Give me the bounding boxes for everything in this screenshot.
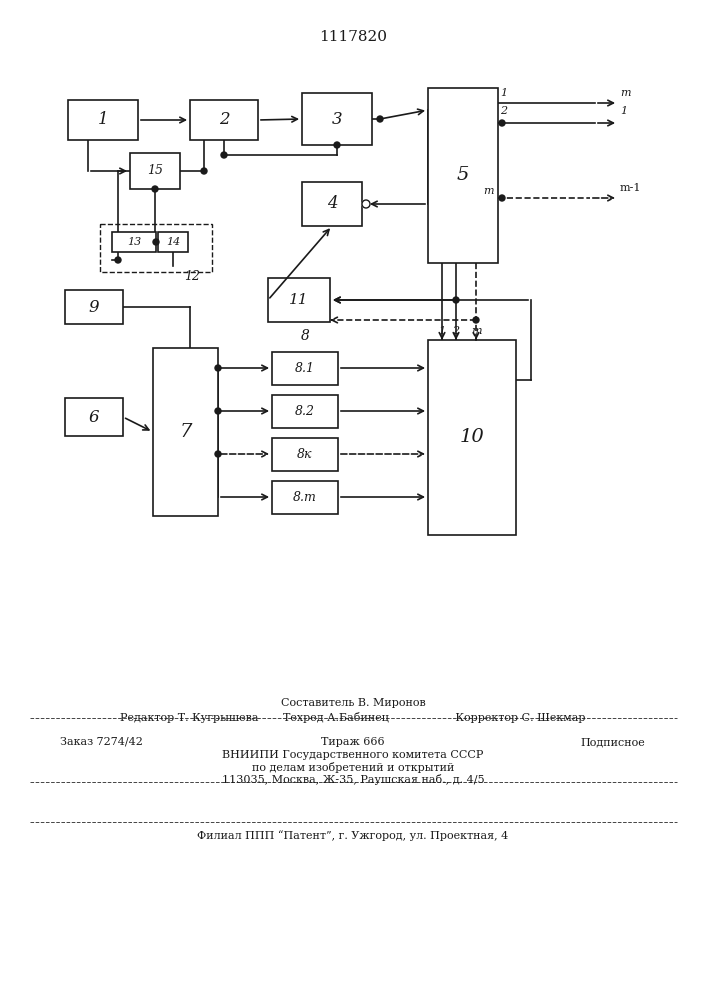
Bar: [272, 352, 338, 385]
Bar: [158, 232, 188, 252]
Text: 14: 14: [166, 237, 180, 247]
Text: 113035, Москва, Ж-35, Раушская наб., д. 4/5: 113035, Москва, Ж-35, Раушская наб., д. …: [222, 774, 484, 785]
Bar: [153, 348, 218, 516]
Text: m: m: [471, 326, 481, 336]
Text: по делам изобретений и открытий: по делам изобретений и открытий: [252, 762, 454, 773]
Circle shape: [201, 168, 207, 174]
Bar: [272, 395, 338, 428]
Text: 10: 10: [460, 428, 484, 446]
Bar: [112, 232, 156, 252]
Text: m: m: [620, 88, 631, 98]
Circle shape: [499, 195, 505, 201]
Text: 7: 7: [180, 423, 192, 441]
Bar: [302, 182, 362, 226]
Circle shape: [473, 317, 479, 323]
Text: 12: 12: [184, 270, 200, 283]
Circle shape: [453, 297, 459, 303]
Text: 5: 5: [457, 166, 469, 184]
Text: Подписное: Подписное: [580, 737, 645, 747]
Text: 15: 15: [147, 164, 163, 178]
Bar: [268, 278, 330, 322]
Bar: [302, 93, 372, 145]
Text: 8.m: 8.m: [293, 491, 317, 504]
Circle shape: [221, 152, 227, 158]
Text: 2: 2: [452, 326, 460, 336]
Text: 13: 13: [127, 237, 141, 247]
Text: 1: 1: [98, 111, 108, 128]
Text: 2: 2: [218, 111, 229, 128]
Text: 8.1: 8.1: [295, 362, 315, 375]
Circle shape: [152, 186, 158, 192]
Circle shape: [153, 239, 159, 245]
Bar: [428, 88, 498, 263]
Text: 1: 1: [620, 106, 627, 116]
Circle shape: [215, 408, 221, 414]
Circle shape: [215, 451, 221, 457]
Text: Филиал ППП “Патент”, г. Ужгород, ул. Проектная, 4: Филиал ППП “Патент”, г. Ужгород, ул. Про…: [197, 830, 508, 841]
Circle shape: [115, 257, 121, 263]
Bar: [68, 100, 138, 140]
Bar: [65, 290, 123, 324]
Text: 1117820: 1117820: [319, 30, 387, 44]
Text: Редактор Т. Кугрышева       Техред А.Бабинец                   Корректор С. Шекм: Редактор Т. Кугрышева Техред А.Бабинец К…: [120, 712, 586, 723]
Text: 3: 3: [332, 110, 342, 127]
Text: ВНИИПИ Государственного комитета СССР: ВНИИПИ Государственного комитета СССР: [222, 750, 484, 760]
Text: 6: 6: [88, 408, 99, 426]
Text: m: m: [484, 186, 494, 196]
Text: Тираж 666: Тираж 666: [321, 737, 385, 747]
Bar: [272, 481, 338, 514]
Circle shape: [215, 365, 221, 371]
Circle shape: [377, 116, 383, 122]
Bar: [272, 438, 338, 471]
Text: m-1: m-1: [620, 183, 641, 193]
Text: 2: 2: [500, 106, 507, 116]
Circle shape: [499, 120, 505, 126]
Text: Составитель В. Миронов: Составитель В. Миронов: [281, 698, 426, 708]
Bar: [100, 224, 212, 272]
Text: 1: 1: [500, 88, 507, 98]
Text: Заказ 7274/42: Заказ 7274/42: [60, 737, 143, 747]
Circle shape: [334, 142, 340, 148]
Bar: [428, 340, 516, 535]
Text: 4: 4: [327, 196, 337, 213]
Bar: [130, 153, 180, 189]
Text: 11: 11: [289, 293, 309, 307]
Text: 8к: 8к: [297, 448, 312, 461]
Circle shape: [362, 200, 370, 208]
Text: 8: 8: [300, 329, 310, 343]
Text: 9: 9: [88, 298, 99, 316]
Bar: [190, 100, 258, 140]
Text: 1: 1: [438, 326, 445, 336]
Bar: [65, 398, 123, 436]
Text: 8.2: 8.2: [295, 405, 315, 418]
